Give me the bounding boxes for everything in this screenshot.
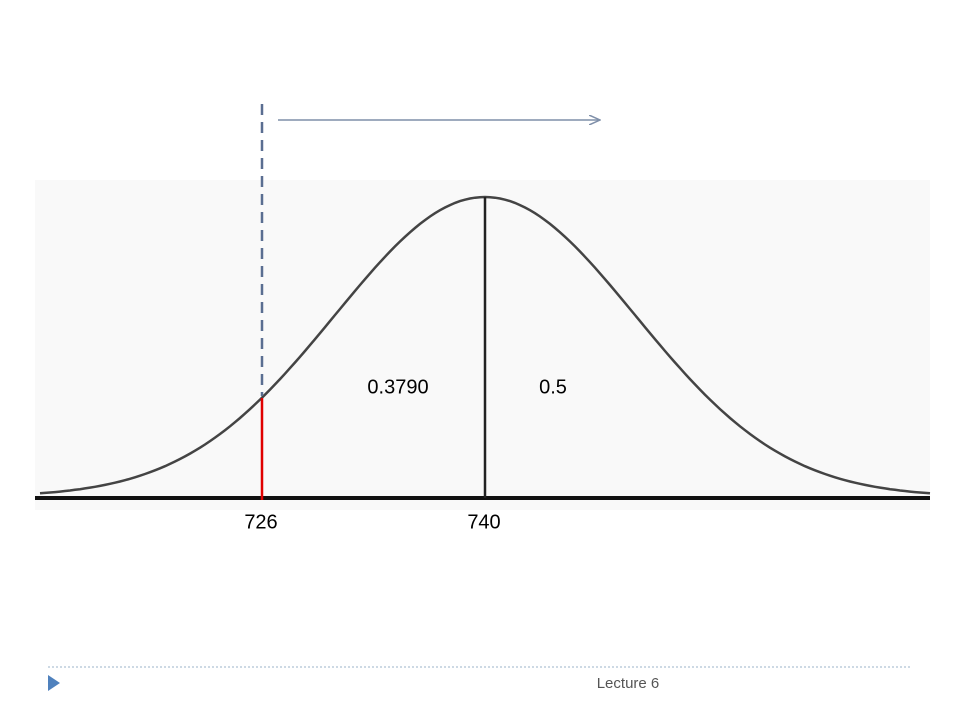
area-label: 0.3790 <box>367 376 428 398</box>
marker-label: 740 <box>467 511 500 533</box>
footer-bullet <box>48 675 60 691</box>
footer-text: Lecture 6 <box>597 675 660 692</box>
area-label: 0.5 <box>539 376 567 398</box>
marker-label: 726 <box>244 511 277 533</box>
